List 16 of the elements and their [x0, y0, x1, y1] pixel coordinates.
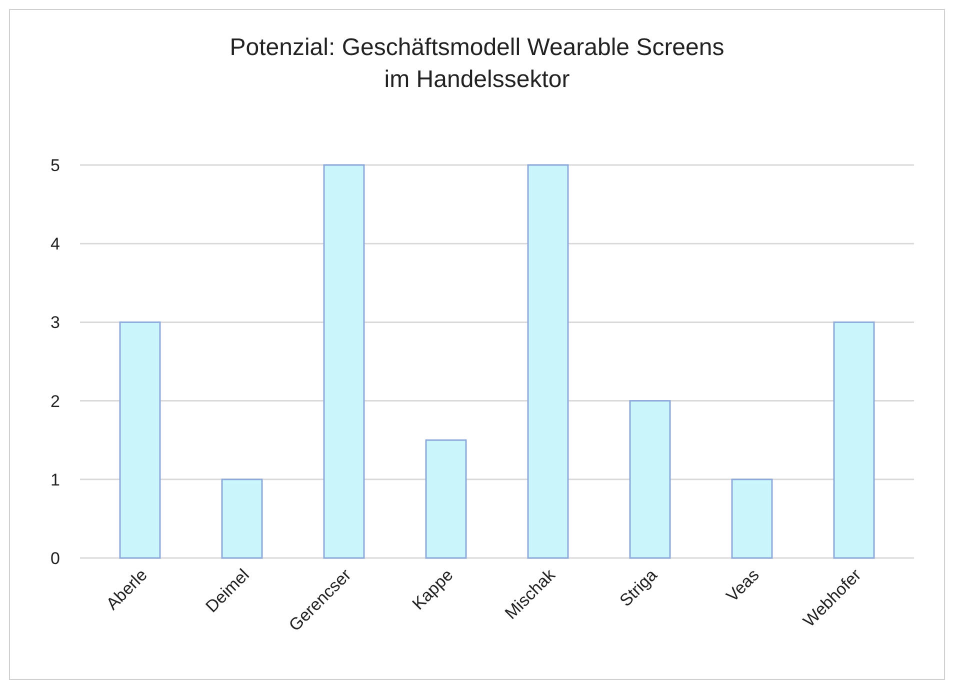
bar: [119, 321, 161, 559]
y-tick-label: 1: [50, 470, 60, 490]
bar: [425, 439, 467, 559]
x-tick-label: Veas: [722, 565, 763, 606]
y-tick-label: 5: [50, 156, 60, 175]
bar: [527, 164, 569, 559]
y-tick-label: 3: [50, 313, 60, 332]
bar: [221, 478, 263, 559]
y-tick-label: 0: [50, 548, 60, 568]
y-tick-label: 2: [50, 392, 60, 411]
bar: [833, 321, 875, 559]
bar: [731, 478, 773, 559]
bar: [629, 400, 671, 559]
y-tick-label: 4: [50, 234, 60, 254]
chart-title: Potenzial: Geschäftsmodell Wearable Screens im Handelssektor: [230, 34, 724, 93]
bar: [323, 164, 365, 559]
